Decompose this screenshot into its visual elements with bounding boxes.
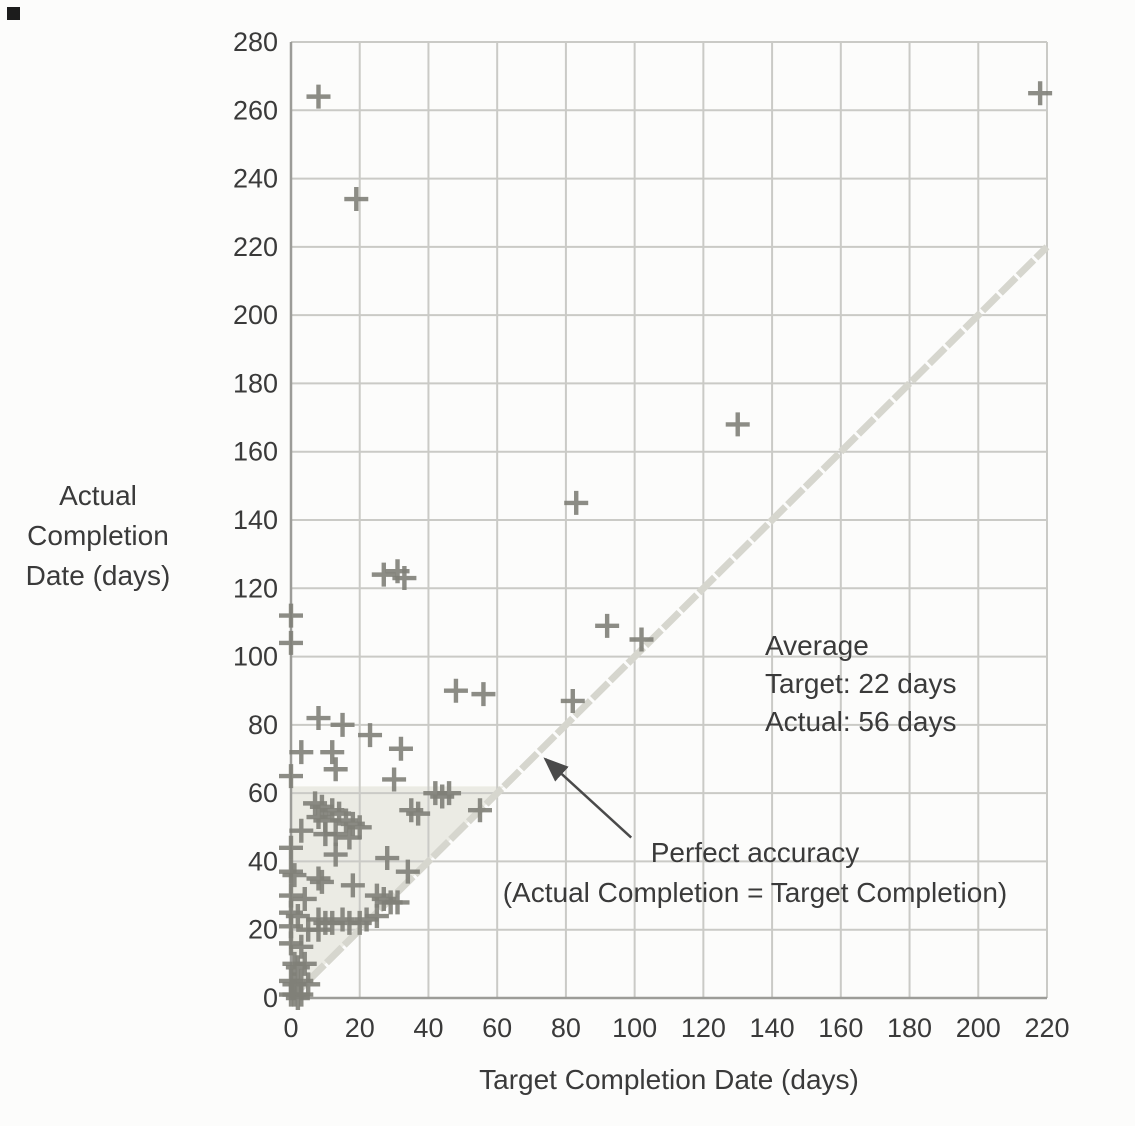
x-tick-label: 0 <box>283 1013 298 1043</box>
perfect-accuracy-line: Perfect accuracy <box>650 837 860 868</box>
data-point-marker <box>595 613 620 638</box>
data-point-marker <box>279 859 303 884</box>
data-point-marker <box>347 815 372 840</box>
data-point-marker <box>560 688 585 713</box>
y-axis-title: Actual Completion Date (days) <box>0 476 196 596</box>
x-tick-label: 100 <box>612 1013 657 1043</box>
y-tick-label: 100 <box>233 642 278 672</box>
y-axis-title-line: Completion <box>27 520 169 551</box>
y-tick-label: 120 <box>233 573 278 603</box>
y-tick-label: 40 <box>248 846 278 876</box>
data-point-marker <box>1028 81 1053 106</box>
scan-artifact <box>7 7 20 20</box>
y-tick-label: 60 <box>248 778 278 808</box>
y-tick-label: 200 <box>233 300 278 330</box>
data-point-marker <box>320 740 345 765</box>
data-point-marker <box>354 907 379 932</box>
y-tick-label: 0 <box>263 983 278 1013</box>
average-annotation-line: Actual: 56 days <box>765 706 957 737</box>
data-point-marker <box>292 886 317 911</box>
data-point-marker <box>289 934 314 959</box>
data-point-marker <box>306 84 331 109</box>
data-point-marker <box>282 863 307 888</box>
data-point-marker <box>285 986 310 1010</box>
data-point-marker <box>395 859 420 884</box>
y-tick-label: 180 <box>233 368 278 398</box>
y-tick-label: 80 <box>248 710 278 740</box>
average-annotation-line: Target: 22 days <box>765 668 957 699</box>
average-annotation-line: Average <box>765 630 869 661</box>
x-tick-label: 200 <box>956 1013 1001 1043</box>
data-point-marker <box>279 835 303 860</box>
data-point-marker <box>289 818 314 843</box>
data-point-marker <box>323 842 348 867</box>
data-point-marker <box>375 846 400 871</box>
y-axis-title-line: Date (days) <box>25 560 171 591</box>
x-tick-label: 160 <box>818 1013 863 1043</box>
y-tick-label: 140 <box>233 505 278 535</box>
data-point-marker <box>471 682 496 707</box>
data-point-marker <box>309 794 334 819</box>
y-tick-label: 280 <box>233 27 278 57</box>
perfect-accuracy-annotation: Perfect accuracy (Actual Completion = Ta… <box>430 833 1080 913</box>
y-tick-label: 260 <box>233 95 278 125</box>
y-tick-label: 160 <box>233 437 278 467</box>
x-tick-label: 180 <box>887 1013 932 1043</box>
data-point-marker <box>382 767 407 792</box>
data-point-marker <box>437 781 462 806</box>
data-point-marker <box>306 706 331 731</box>
x-tick-label: 220 <box>1024 1013 1069 1043</box>
data-point-marker <box>323 757 348 782</box>
data-point-marker <box>443 678 468 703</box>
perfect-accuracy-line: (Actual Completion = Target Completion) <box>502 877 1008 908</box>
data-point-marker <box>629 627 654 652</box>
data-point-marker <box>279 764 303 789</box>
data-point-marker <box>279 603 303 628</box>
data-point-marker <box>371 562 396 587</box>
x-tick-label: 140 <box>750 1013 795 1043</box>
average-annotation: Average Target: 22 days Actual: 56 days <box>765 627 956 741</box>
data-point-marker <box>309 869 334 894</box>
data-point-marker <box>279 931 303 956</box>
annotation-arrow <box>543 757 633 839</box>
data-point-marker <box>306 917 331 942</box>
x-tick-label: 80 <box>551 1013 581 1043</box>
data-point-marker <box>358 723 383 748</box>
data-point-marker <box>344 187 369 212</box>
data-point-marker <box>323 822 348 847</box>
data-point-marker <box>364 904 389 929</box>
data-point-marker <box>388 736 413 761</box>
y-tick-label: 240 <box>233 164 278 194</box>
x-tick-label: 120 <box>681 1013 726 1043</box>
data-point-marker <box>406 801 431 826</box>
data-point-marker <box>306 866 331 891</box>
x-axis-title: Target Completion Date (days) <box>479 1064 859 1095</box>
data-point-marker <box>392 566 417 591</box>
y-tick-label: 220 <box>233 232 278 262</box>
x-tick-label: 40 <box>413 1013 443 1043</box>
data-point-marker <box>289 982 314 1007</box>
y-axis-title-line: Actual <box>59 480 137 511</box>
x-tick-label: 20 <box>345 1013 375 1043</box>
data-point-marker <box>725 412 750 437</box>
data-point-marker <box>564 490 589 515</box>
data-point-marker <box>385 890 410 915</box>
y-tick-label: 20 <box>248 915 278 945</box>
data-point-marker <box>279 630 303 655</box>
data-point-marker <box>340 873 365 898</box>
data-point-marker <box>292 951 317 976</box>
data-point-marker <box>337 825 362 850</box>
data-point-marker <box>289 740 314 765</box>
data-point-marker <box>330 712 355 737</box>
x-tick-label: 60 <box>482 1013 512 1043</box>
data-point-marker <box>468 798 492 823</box>
